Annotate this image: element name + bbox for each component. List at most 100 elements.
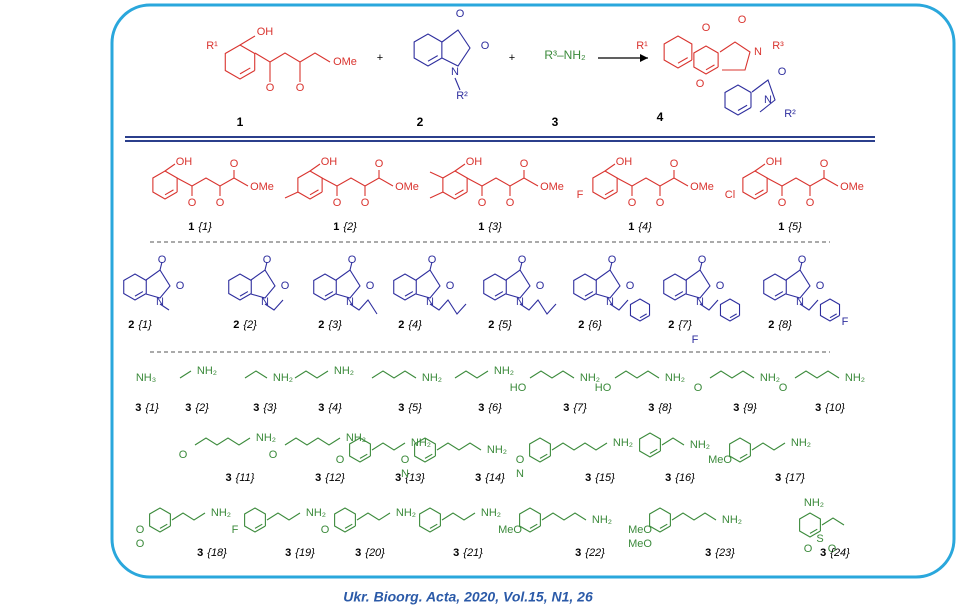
atom-label: OMe [250, 181, 274, 193]
compound-index: {23} [715, 547, 735, 559]
compound-label: 3 {2} [185, 402, 209, 414]
bond [529, 523, 538, 529]
compound-label: 3 {10} [815, 402, 845, 414]
compound-label: 3 {21} [453, 547, 483, 559]
bond [604, 163, 616, 172]
bond [754, 163, 766, 172]
atom-label: O [361, 197, 370, 209]
atom-label: O [828, 543, 837, 555]
compound-index: {6} [588, 319, 602, 331]
compound-label: 3 {20} [355, 547, 385, 559]
compound-number: 3 [285, 547, 291, 559]
compound-index: {11} [236, 472, 255, 484]
bond [699, 299, 719, 311]
atom-label: NH₂ [306, 507, 326, 519]
bond [819, 298, 841, 322]
bond [179, 370, 192, 379]
atom-label: O [375, 158, 384, 170]
bond [466, 177, 539, 187]
atom-label: NH₂ [665, 372, 685, 384]
bond [685, 269, 711, 299]
bond [505, 269, 531, 299]
compound-label: 3 {9} [733, 402, 757, 414]
bond [751, 442, 786, 451]
bond [809, 528, 818, 534]
bond [123, 273, 147, 301]
atom-label: N [346, 296, 354, 308]
atom-label: O [366, 280, 375, 292]
compound-number: 3 [478, 402, 484, 414]
compound-index: {24} [830, 547, 850, 559]
atom-label: 1 [237, 115, 244, 129]
bond [194, 437, 251, 446]
bond [454, 77, 461, 91]
atom-label: 4 [657, 110, 664, 124]
bond [324, 291, 334, 297]
bond [609, 261, 613, 271]
bond [821, 517, 845, 526]
atom-label: O [176, 280, 185, 292]
atom-label: O [816, 280, 825, 292]
compound-label: 1 {1} [188, 221, 212, 233]
atom-label: OH [466, 156, 483, 168]
compound-index: {7} [678, 319, 692, 331]
bond [529, 370, 575, 379]
atom-label: OH [321, 156, 338, 168]
compound-index: {15} [595, 472, 615, 484]
compound-index: {14} [485, 472, 505, 484]
compound-index: {8} [778, 319, 792, 331]
bond [356, 512, 391, 521]
bond [145, 269, 171, 299]
compound-label: 1 {3} [478, 221, 502, 233]
bond [414, 437, 436, 463]
compound-index: {5} [408, 402, 422, 414]
compound-label: 1 {2} [333, 221, 357, 233]
bond [294, 370, 329, 379]
atom-label: O [804, 543, 813, 555]
atom-label: OH [766, 156, 783, 168]
bond [519, 299, 557, 315]
bond [659, 523, 668, 529]
atom-label: OH [616, 156, 633, 168]
atom-label: O [608, 254, 617, 266]
bond [709, 370, 755, 379]
bond [436, 442, 482, 451]
bond [649, 507, 671, 533]
atom-label: NH₂ [422, 372, 442, 384]
atom-label: NH₂ [334, 365, 354, 377]
atom-label: NH₂ [494, 365, 514, 377]
atom-label: O [188, 197, 197, 209]
bond [519, 261, 523, 271]
compound-number: 3 [575, 547, 581, 559]
bond [541, 512, 587, 521]
compound-label: 3 {4} [318, 402, 342, 414]
atom-label: OMe [540, 181, 564, 193]
bond [774, 291, 784, 297]
bond [224, 44, 256, 80]
bond [763, 273, 787, 301]
compound-index: {17} [785, 472, 805, 484]
compound-index: {2} [343, 221, 357, 233]
atom-label: OMe [395, 181, 419, 193]
atom-label: N [606, 296, 614, 308]
bond [371, 370, 417, 379]
atom-label: OH [176, 156, 193, 168]
compound-label: 3 {13} [395, 472, 425, 484]
bond [239, 35, 256, 46]
compound-number: 3 [563, 402, 569, 414]
bond [573, 273, 597, 301]
compound-number: 2 [578, 319, 584, 331]
atom-label: F [577, 189, 584, 201]
atom-label: O [696, 78, 705, 90]
bond [483, 273, 507, 301]
compound-number: 3 [135, 402, 141, 414]
atom-label: OH [257, 26, 274, 38]
atom-label: N [426, 296, 434, 308]
atom-label: N [451, 66, 459, 78]
atom-label: F [692, 334, 699, 346]
bond [661, 437, 685, 446]
bond [427, 55, 438, 62]
compound-label: 3 {7} [563, 402, 587, 414]
atom-label: N [156, 296, 164, 308]
compound-number: 3 [226, 472, 232, 484]
